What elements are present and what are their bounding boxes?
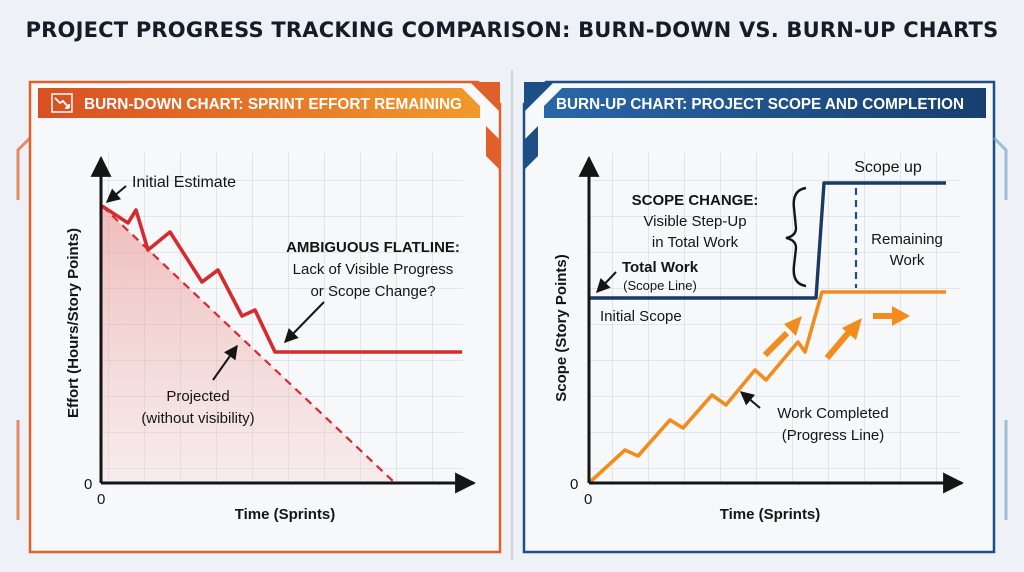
- work-completed-label: Work Completed: [777, 405, 888, 422]
- burndown-frame-deco: [16, 136, 32, 520]
- burndown-y-zero: 0: [84, 476, 92, 493]
- page-title: PROJECT PROGRESS TRACKING COMPARISON: BU…: [25, 18, 999, 42]
- burndown-y-axis-label: Effort (Hours/Story Points): [65, 228, 82, 418]
- flatline-pointer: [284, 301, 325, 344]
- burnup-y-axis-label: Scope (Story Points): [553, 254, 570, 402]
- burnup-panel: BURN-UP CHART: PROJECT SCOPE AND COMPLET…: [522, 80, 1008, 554]
- burnup-frame-deco: [992, 136, 1008, 520]
- initial-estimate-pointer: [105, 185, 127, 203]
- scope-line-label: (Scope Line): [623, 278, 697, 293]
- burnup-header-corner: [524, 82, 554, 170]
- scope-change-line2: in Total Work: [652, 234, 739, 251]
- scope-change-brace: [785, 186, 807, 288]
- scope-line: [589, 181, 946, 300]
- total-work-label: Total Work: [622, 259, 699, 276]
- burndown-header-corner: [470, 82, 500, 170]
- initial-scope-label: Initial Scope: [600, 308, 682, 325]
- chart-down-icon: [51, 93, 73, 113]
- burndown-x-zero: 0: [97, 491, 105, 508]
- burnup-x-zero: 0: [584, 491, 592, 508]
- work-completed-pointer: [739, 391, 761, 409]
- scope-up-label: Scope up: [854, 159, 922, 176]
- progress-arrow-icon: [765, 316, 802, 355]
- flatline-line1: Lack of Visible Progress: [293, 261, 454, 278]
- burnup-header-bar: [544, 88, 986, 118]
- burndown-panel: BURN-DOWN CHART: SPRINT EFFORT REMAINING…: [16, 80, 502, 554]
- flatline-line2: or Scope Change?: [310, 283, 435, 300]
- projected-line2: (without visibility): [141, 410, 254, 427]
- remaining-work-line2: Work: [890, 252, 925, 269]
- progress-arrows: [762, 306, 910, 360]
- progress-line-label: (Progress Line): [782, 427, 885, 444]
- projected-line1: Projected: [166, 388, 229, 405]
- burnup-y-zero: 0: [570, 476, 578, 493]
- burndown-header-bar: [38, 88, 480, 118]
- total-work-pointer: [596, 271, 617, 294]
- remaining-work-line1: Remaining: [871, 231, 943, 248]
- burnup-x-axis-label: Time (Sprints): [720, 506, 821, 523]
- flatline-title: AMBIGUOUS FLATLINE:: [286, 239, 460, 256]
- initial-estimate-label: Initial Estimate: [132, 174, 236, 191]
- burnup-header-title: BURN-UP CHART: PROJECT SCOPE AND COMPLET…: [556, 96, 964, 113]
- burndown-x-axis-label: Time (Sprints): [235, 506, 336, 523]
- scope-change-line1: Visible Step-Up: [643, 213, 746, 230]
- scope-change-title: SCOPE CHANGE:: [632, 192, 759, 209]
- projected-pointer: [212, 344, 238, 381]
- progress-line: [587, 290, 946, 485]
- burndown-actual-line: [101, 204, 462, 354]
- burndown-header-title: BURN-DOWN CHART: SPRINT EFFORT REMAINING: [84, 96, 462, 113]
- burndown-projected-line: [101, 205, 396, 484]
